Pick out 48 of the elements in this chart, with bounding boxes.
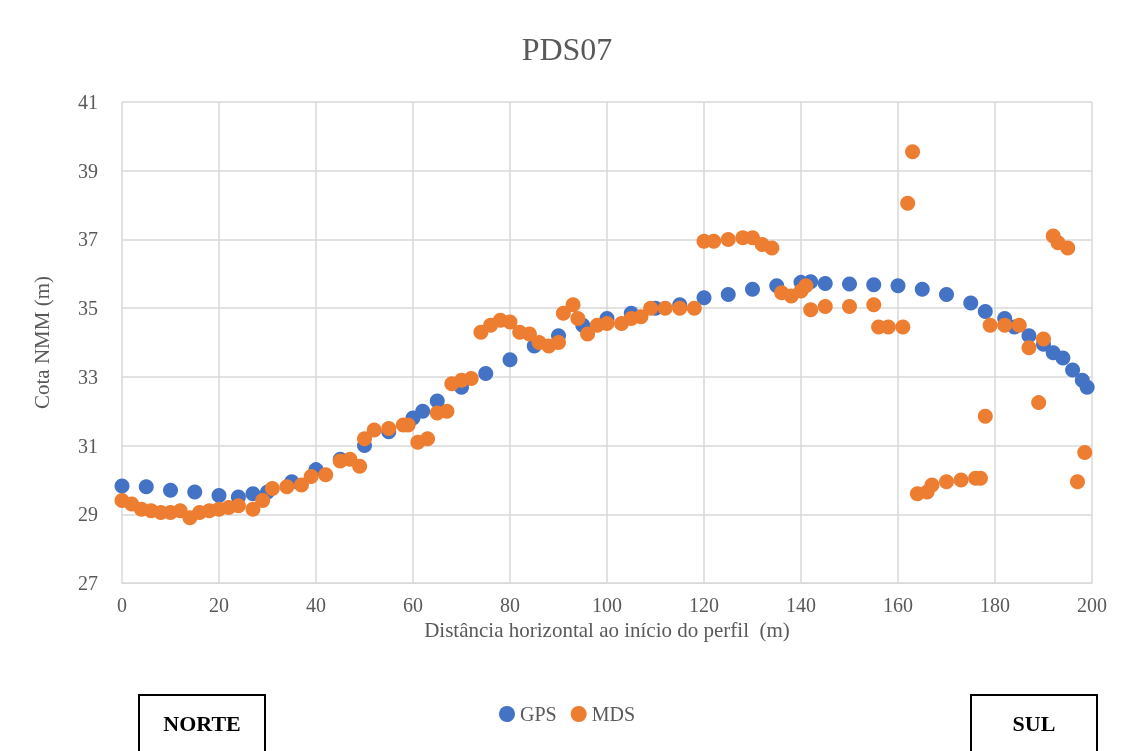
legend-label: MDS bbox=[591, 703, 636, 725]
x-tick-label: 140 bbox=[786, 594, 816, 616]
point bbox=[1055, 350, 1071, 366]
y-tick-label: 39 bbox=[78, 159, 98, 182]
x-tick-label: 100 bbox=[592, 594, 622, 616]
legend-label: GPS bbox=[519, 703, 557, 725]
x-tick-label: 120 bbox=[689, 594, 719, 616]
x-tick-label: 0 bbox=[117, 594, 127, 616]
point bbox=[817, 275, 833, 291]
point bbox=[842, 276, 857, 292]
y-tick-label: 37 bbox=[78, 228, 98, 251]
y-tick-label: 27 bbox=[78, 572, 98, 594]
point bbox=[914, 281, 930, 297]
text: SUL bbox=[970, 694, 1098, 751]
y-tick-label: 29 bbox=[78, 503, 98, 526]
x-tick-label: 20 bbox=[209, 594, 229, 616]
x-tick-label: 60 bbox=[403, 594, 423, 616]
point bbox=[502, 352, 518, 368]
point bbox=[696, 290, 712, 306]
point bbox=[138, 479, 154, 495]
point bbox=[977, 304, 993, 320]
point bbox=[163, 482, 178, 498]
point bbox=[890, 278, 906, 294]
point bbox=[866, 277, 882, 293]
y-axis-title: Cota NMM (m) bbox=[29, 276, 54, 409]
point bbox=[114, 478, 130, 494]
x-tick-label: 200 bbox=[1077, 594, 1107, 616]
text: NORTE bbox=[138, 694, 266, 751]
y-tick-label: 31 bbox=[78, 434, 98, 457]
point bbox=[211, 487, 227, 503]
point bbox=[963, 295, 979, 311]
x-axis-title: Distância horizontal ao início do perfil (m) bbox=[424, 618, 790, 643]
x-tick-label: 40 bbox=[306, 594, 326, 616]
point bbox=[187, 484, 203, 500]
point bbox=[720, 286, 736, 302]
x-tick-label: 160 bbox=[883, 594, 913, 616]
point bbox=[745, 281, 760, 297]
point bbox=[478, 365, 494, 381]
x-tick-label: 180 bbox=[980, 594, 1010, 616]
y-tick-label: 41 bbox=[78, 91, 98, 113]
point bbox=[1079, 379, 1095, 395]
point bbox=[415, 403, 431, 419]
y-tick-label: 35 bbox=[78, 297, 98, 320]
point bbox=[939, 286, 954, 302]
x-tick-label: 80 bbox=[500, 594, 520, 616]
point bbox=[1065, 362, 1081, 378]
y-tick-label: 33 bbox=[78, 365, 98, 388]
chart-title: PDS07 bbox=[521, 31, 613, 67]
